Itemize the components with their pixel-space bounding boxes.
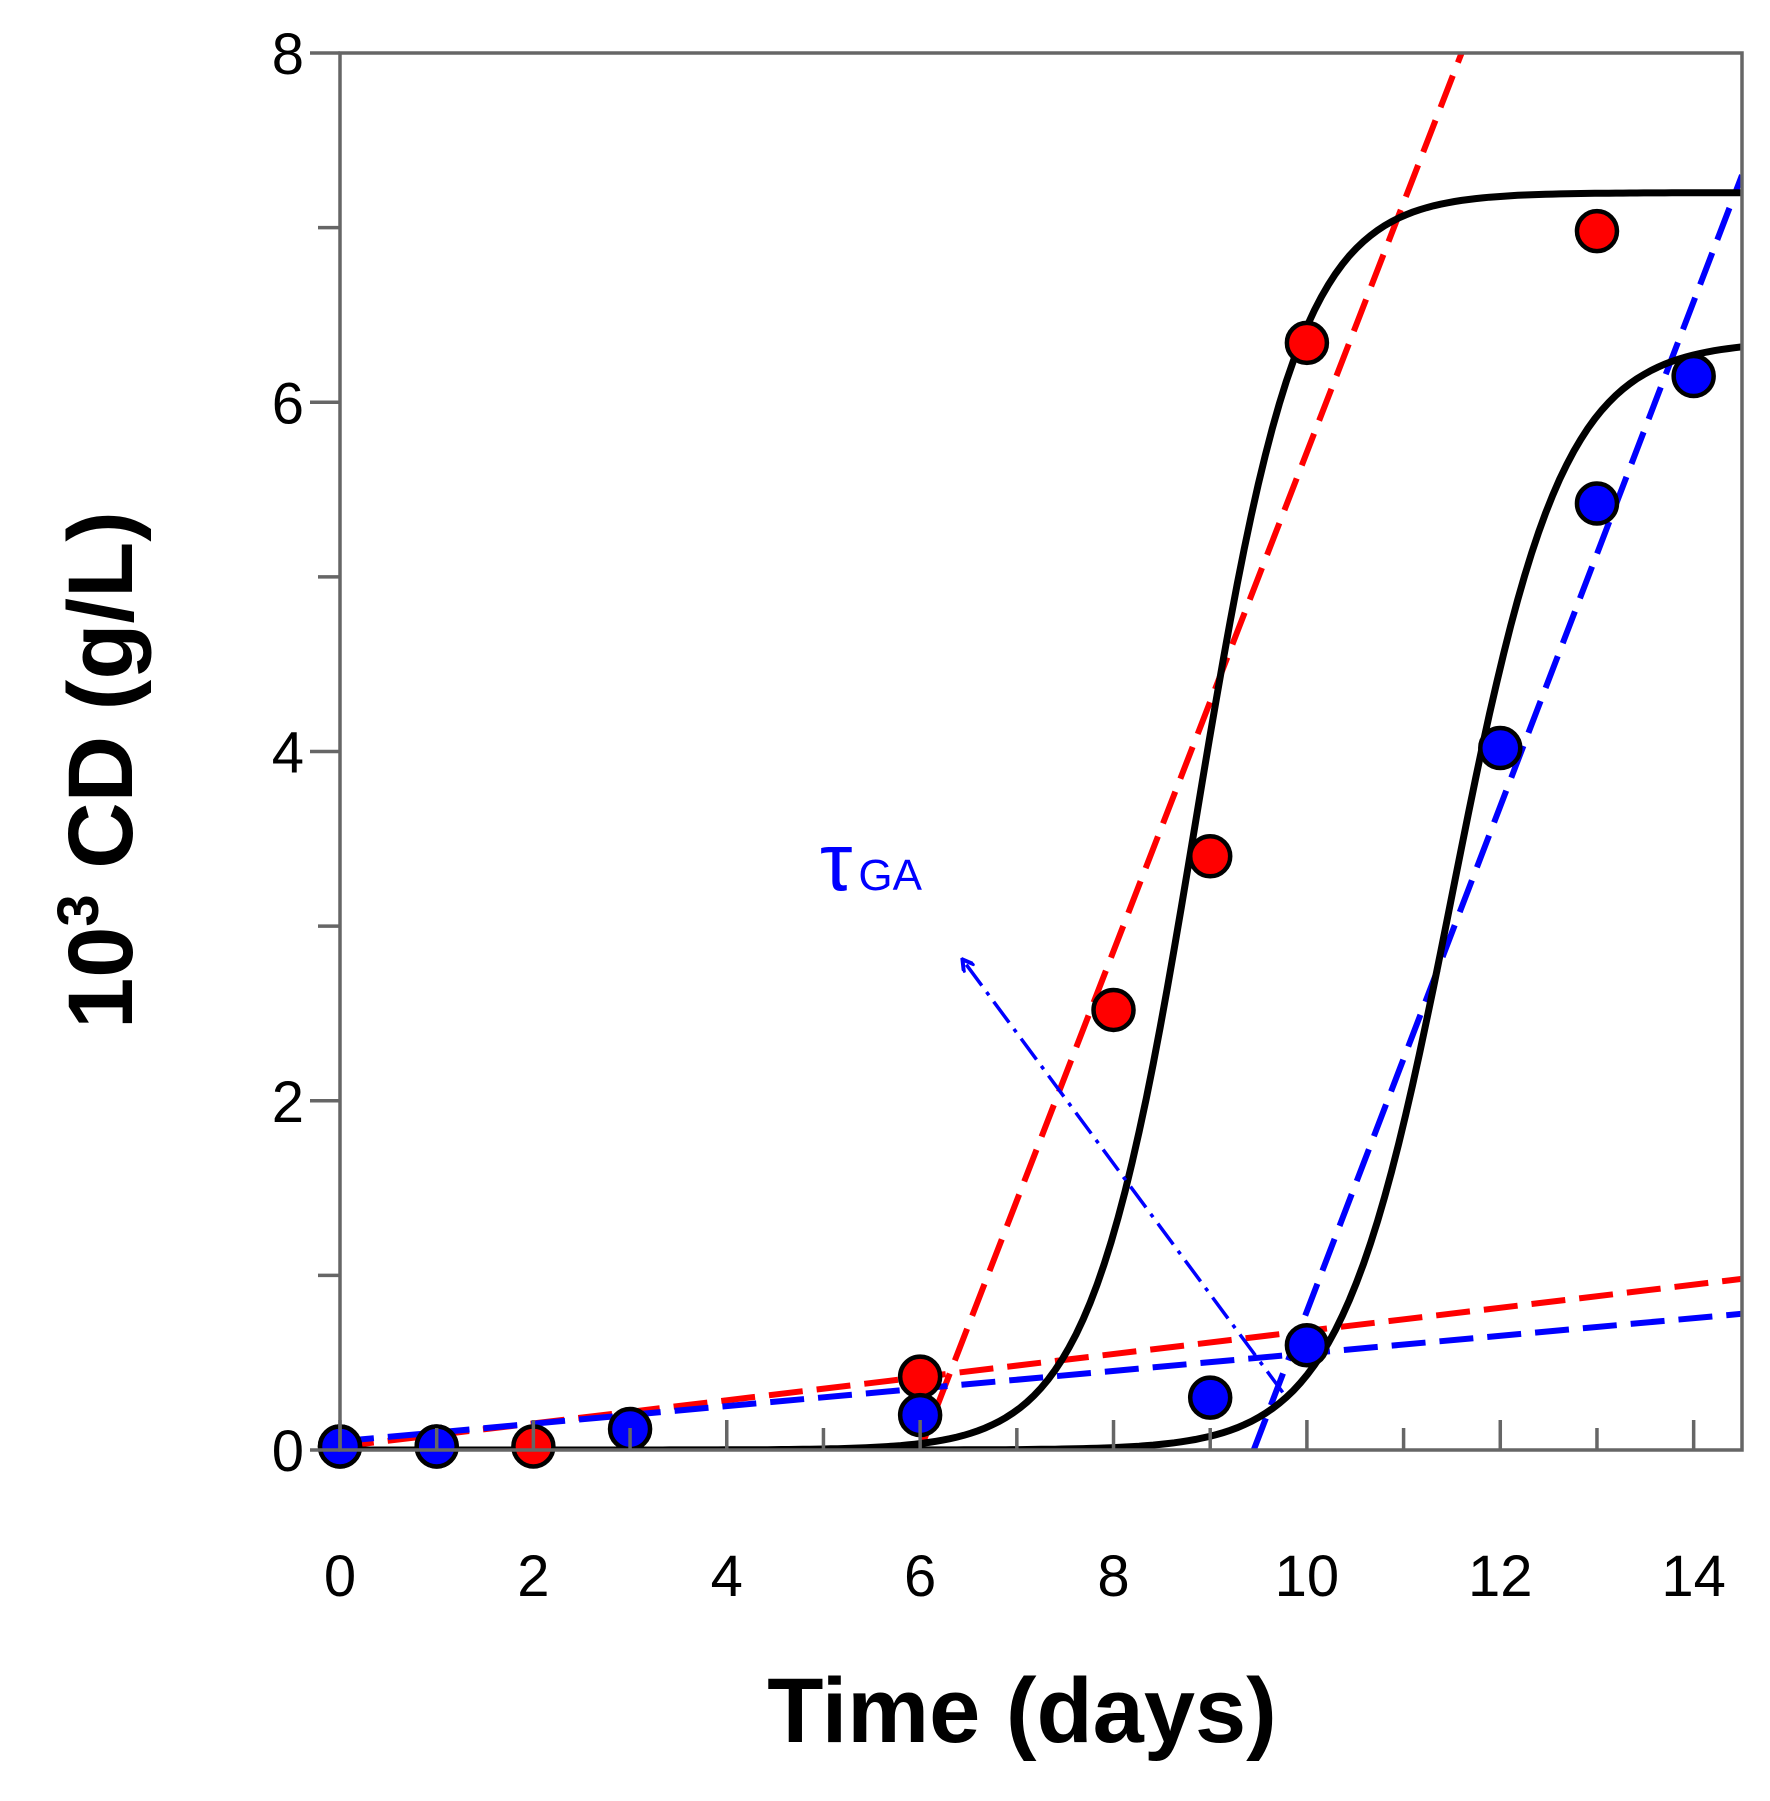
lag-line-blue [340, 1310, 1742, 1445]
y-axis-title: 103 CD (g/L) [46, 511, 152, 1029]
plot-frame [338, 51, 1744, 1452]
data-point-red-6 [1284, 320, 1330, 366]
data-point-blue-8 [1671, 353, 1716, 399]
tau-subscript: GA [858, 851, 922, 900]
y-tick-label-0: 0 [272, 1419, 304, 1484]
data-point-blue-5 [1284, 1322, 1330, 1368]
y-tick-label-4: 4 [272, 721, 304, 786]
y-axis-title-exponent: 3 [46, 894, 111, 926]
data-point-red-7 [1574, 208, 1620, 254]
fit-curve-red [340, 189, 1742, 1450]
x-tick-label-0: 0 [324, 1544, 356, 1609]
data-point-red-5 [1187, 834, 1233, 879]
data-points-layer [317, 208, 1716, 1469]
axes-layer: 0 2 4 6 8 10 12 14 0 2 4 6 8 [272, 22, 1744, 1609]
x-tick-label-2: 2 [517, 1544, 549, 1609]
x-tick-label-12: 12 [1468, 1544, 1533, 1609]
growth-line-red [917, 53, 1465, 1450]
x-axis-title: Time (days) [767, 1660, 1277, 1762]
tau-ga-label: τ GA [820, 817, 923, 908]
x-tick-label-10: 10 [1275, 1544, 1340, 1609]
data-point-red-4 [1091, 987, 1136, 1033]
x-tick-label-6: 6 [904, 1544, 936, 1609]
x-tick-label-8: 8 [1097, 1544, 1129, 1609]
data-point-blue-6 [1478, 725, 1523, 771]
data-point-blue-4 [1187, 1375, 1233, 1420]
y-tick-label-6: 6 [272, 371, 304, 436]
fit-lines-layer [340, 53, 1742, 1450]
tau-symbol: τ [820, 817, 852, 908]
y-tick-label-8: 8 [272, 22, 304, 87]
lag-line-red [340, 1275, 1742, 1450]
growth-line-blue [1250, 174, 1742, 1450]
y-axis-title-rest: CD (g/L) [50, 511, 152, 894]
x-tick-label-14: 14 [1661, 1544, 1726, 1609]
y-tick-label-2: 2 [272, 1070, 304, 1135]
x-tick-label-4: 4 [711, 1544, 743, 1609]
logistic-fit-layer [340, 189, 1742, 1450]
data-point-red-3 [897, 1354, 943, 1399]
y-axis-title-base: 10 [50, 927, 152, 1029]
data-point-blue-7 [1574, 481, 1620, 526]
fit-curve-blue [340, 343, 1742, 1450]
